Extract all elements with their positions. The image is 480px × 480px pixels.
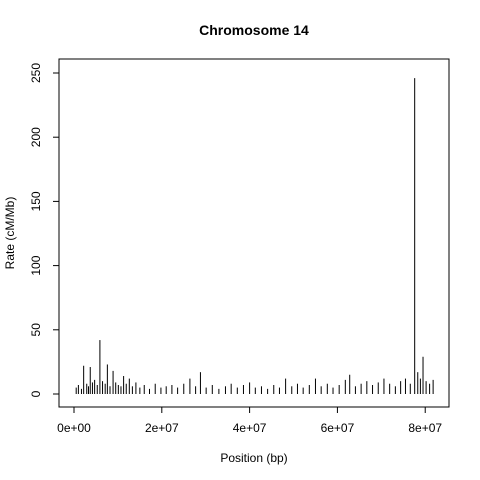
y-axis: 0 50 100 150 200 250	[29, 63, 60, 397]
x-tick-label: 0e+00	[57, 421, 91, 435]
y-tick-label: 200	[29, 127, 43, 147]
x-tick-label: 2e+07	[145, 421, 179, 435]
x-tick-label: 4e+07	[233, 421, 267, 435]
x-axis: 0e+00 2e+07 4e+07 6e+07 8e+07	[57, 406, 442, 435]
y-axis-label: Rate (cM/Mb)	[3, 197, 17, 270]
spike-series	[75, 78, 434, 394]
y-tick-label: 100	[29, 255, 43, 275]
plot-frame	[58, 58, 450, 408]
y-tick-label: 50	[29, 323, 43, 337]
x-axis-label: Position (bp)	[220, 451, 287, 465]
x-tick-label: 6e+07	[321, 421, 355, 435]
x-tick-label: 8e+07	[408, 421, 442, 435]
y-tick-label: 150	[29, 191, 43, 211]
chart-title: Chromosome 14	[199, 22, 309, 38]
y-tick-label: 0	[29, 390, 43, 397]
y-tick-label: 250	[29, 63, 43, 83]
